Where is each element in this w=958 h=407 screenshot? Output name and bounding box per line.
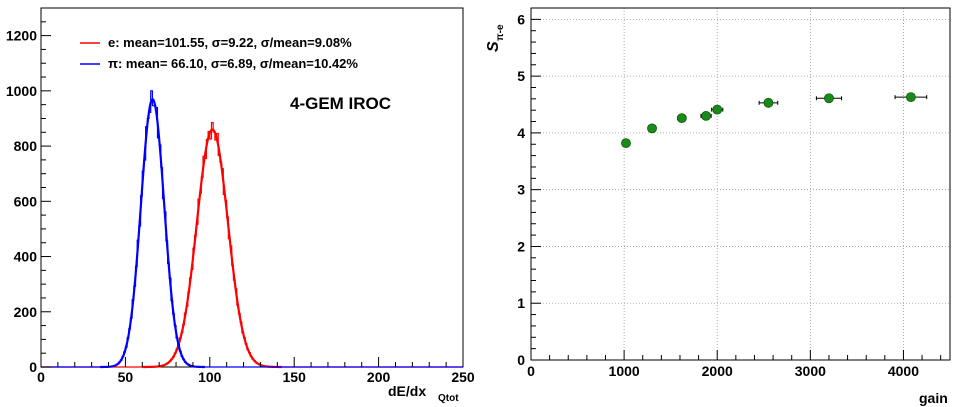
y-tick-label: 0 xyxy=(29,359,37,375)
x-tick-label: 0 xyxy=(37,369,45,385)
data-point xyxy=(701,110,711,121)
y-tick-label: 1000 xyxy=(6,83,37,99)
x-tick-label: 2000 xyxy=(702,363,733,379)
x-tick-label: 100 xyxy=(198,369,222,385)
dedx-histogram-chart: 0 50 100 150 200 250 0 200 400 600 800 1000 1200 e: … xyxy=(6,7,475,404)
y-tick-label: 600 xyxy=(14,193,38,209)
data-point xyxy=(824,93,834,104)
y-tick-label: 3 xyxy=(517,182,525,198)
y-axis-title: S π-e xyxy=(485,24,506,52)
x-tick-label: 50 xyxy=(118,369,134,385)
legend-entry-pi: π: mean= 66.10, σ=6.89, σ/mean=10.42% xyxy=(108,56,358,71)
separation-power-chart: 0 1000 2000 3000 4000 0 1 2 3 4 5 6 S π-e gain xyxy=(485,7,951,406)
x-tick-label: 4000 xyxy=(888,363,919,379)
y-tick-label: 0 xyxy=(517,352,525,368)
y-tick-label: 4 xyxy=(517,125,525,141)
y-tick-label: 1200 xyxy=(6,28,37,44)
x-axis-title: gain xyxy=(919,390,948,406)
chart-annotation: 4-GEM IROC xyxy=(290,94,391,113)
x-axis-title-main: dE/dx xyxy=(388,383,426,399)
x-axis-title: dE/dx Qtot xyxy=(388,383,459,404)
data-point xyxy=(647,123,657,134)
x-tick-label: 0 xyxy=(527,363,535,379)
data-point xyxy=(621,138,631,149)
x-tick-label: 150 xyxy=(283,369,307,385)
legend-entry-e: e: mean=101.55, σ=9.22, σ/mean=9.08% xyxy=(108,35,352,50)
x-tick-label: 3000 xyxy=(795,363,826,379)
y-axis-title-subscript: π-e xyxy=(495,24,506,41)
fit-curve-pi xyxy=(100,97,205,369)
y-tick-label: 2 xyxy=(517,238,525,254)
y-tick-label: 400 xyxy=(14,249,38,265)
data-point xyxy=(676,113,687,124)
y-tick-label: 200 xyxy=(14,304,38,320)
x-tick-label: 200 xyxy=(367,369,391,385)
legend: e: mean=101.55, σ=9.22, σ/mean=9.08% π: … xyxy=(80,35,358,71)
y-tick-label: 800 xyxy=(14,138,38,154)
histogram-e xyxy=(41,122,463,368)
data-point xyxy=(763,97,774,108)
x-axis-title-subscript: Qtot xyxy=(438,393,459,404)
histogram-pi xyxy=(41,90,463,368)
x-tick-label: 1000 xyxy=(609,363,640,379)
x-tick-label: 250 xyxy=(451,369,475,385)
data-point xyxy=(712,104,723,115)
data-point xyxy=(905,92,916,103)
plot-frame xyxy=(530,7,951,361)
y-tick-label: 6 xyxy=(517,11,525,27)
y-tick-label: 1 xyxy=(517,295,525,311)
y-tick-label: 5 xyxy=(517,68,525,84)
fit-curve-e xyxy=(142,128,282,369)
y-axis-title-main: S xyxy=(485,41,502,52)
